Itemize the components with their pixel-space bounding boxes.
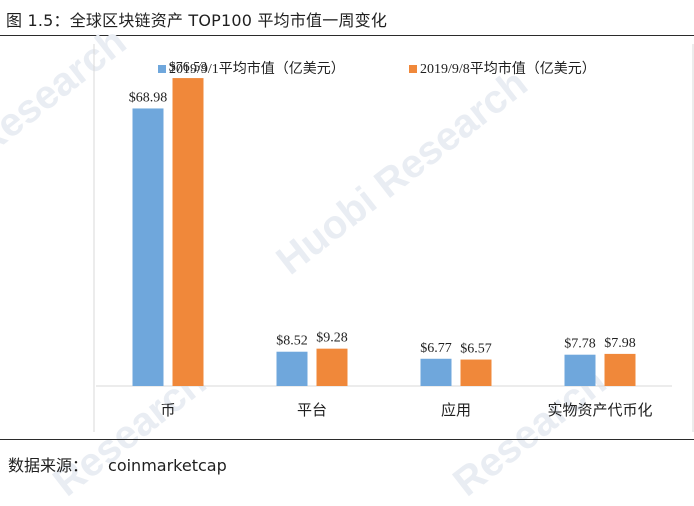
bar-value-label: $7.78: [564, 337, 596, 352]
legend-swatch: [409, 65, 417, 73]
legend: 2019/9/1平均市值（亿美元） 2019/9/8平均市值（亿美元）: [158, 60, 596, 77]
bar: [604, 353, 636, 386]
bar-value-label: $6.77: [420, 341, 452, 356]
bar-value-label: $76.53: [169, 60, 208, 75]
source-line: 数据来源： coinmarketcap: [8, 452, 227, 476]
category-labels-group: 币 平台 应用 实物资产代币化: [160, 401, 652, 419]
title-rule: [0, 35, 694, 36]
bar: [420, 358, 452, 386]
bar-value-label: $8.52: [276, 334, 308, 349]
bars-group: [132, 78, 636, 387]
bar: [172, 78, 204, 387]
category-label: 币: [160, 401, 175, 419]
bar-value-label: $7.98: [604, 336, 636, 351]
bar-value-label: $6.57: [460, 342, 492, 357]
bar: [460, 359, 492, 386]
legend-swatch: [158, 65, 166, 73]
bar: [316, 348, 348, 386]
data-labels-group: $68.98$76.53 $8.52 $9.28 $6.77 $6.57 $7.78 $7.…: [129, 60, 636, 356]
legend-label: 2019/9/1平均市值（亿美元）: [169, 60, 345, 77]
bar: [564, 354, 596, 386]
source-label: 数据来源：: [8, 456, 89, 475]
category-label: 平台: [297, 401, 327, 419]
bar-value-label: $68.98: [129, 90, 168, 105]
source-rule: [0, 439, 694, 440]
bar-value-label: $9.28: [316, 331, 348, 346]
legend-label: 2019/9/8平均市值（亿美元）: [420, 60, 596, 77]
bar-chart: 2019/9/1平均市值（亿美元） 2019/9/8平均市值（亿美元） $68.9…: [93, 44, 694, 432]
bar: [132, 108, 164, 386]
figure-title: 图 1.5：全球区块链资产 TOP100 平均市值一周变化: [6, 11, 388, 30]
source-value: coinmarketcap: [108, 456, 227, 475]
category-label: 应用: [441, 401, 471, 419]
bar: [276, 351, 308, 386]
category-label: 实物资产代币化: [547, 401, 652, 419]
